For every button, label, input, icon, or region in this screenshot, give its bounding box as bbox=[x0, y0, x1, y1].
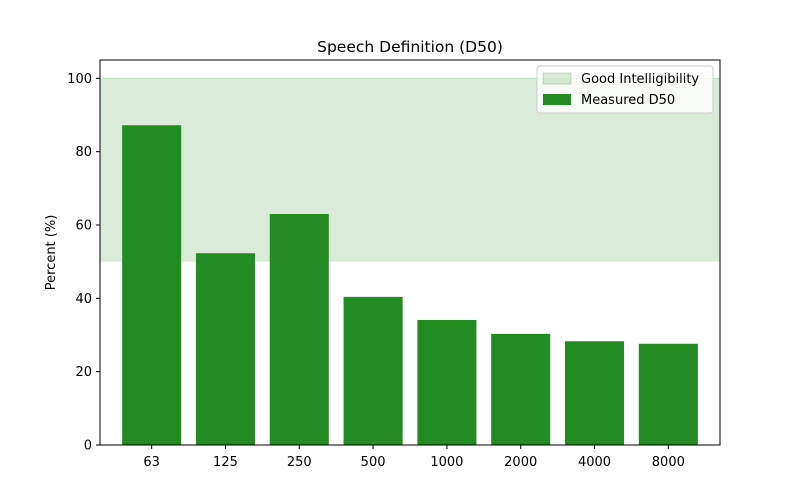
y-tick-label-100: 100 bbox=[67, 72, 92, 87]
x-tick-label-4000: 4000 bbox=[578, 455, 611, 470]
y-tick-label-40: 40 bbox=[75, 292, 92, 307]
y-tick-label-60: 60 bbox=[75, 219, 92, 234]
x-tick-label-2000: 2000 bbox=[504, 455, 537, 470]
x-tick-label-250: 250 bbox=[287, 455, 312, 470]
y-tick-label-0: 0 bbox=[84, 439, 92, 454]
x-tick-label-63: 63 bbox=[143, 455, 160, 470]
x-tick-label-1000: 1000 bbox=[430, 455, 463, 470]
legend-swatch-measured-d50 bbox=[543, 94, 571, 105]
y-tick-label-80: 80 bbox=[75, 145, 92, 160]
legend-label-good-intelligibility: Good Intelligibility bbox=[581, 72, 699, 87]
plot-frame bbox=[99, 59, 721, 446]
bar-2000 bbox=[491, 333, 551, 445]
bar-250 bbox=[269, 214, 329, 445]
bar-500 bbox=[343, 296, 403, 445]
bar-125 bbox=[195, 253, 255, 445]
x-tick-label-8000: 8000 bbox=[652, 455, 685, 470]
y-tick-label-20: 20 bbox=[75, 365, 92, 380]
bar-1000 bbox=[417, 319, 477, 445]
bar-8000 bbox=[638, 343, 698, 445]
chart-title: Speech Definition (D50) bbox=[317, 38, 503, 56]
legend-swatch-good-intelligibility bbox=[542, 72, 572, 85]
legend-label-measured-d50: Measured D50 bbox=[581, 93, 675, 108]
legend-frame bbox=[536, 65, 714, 114]
y-axis-label: Percent (%) bbox=[44, 215, 59, 291]
bar-4000 bbox=[565, 341, 625, 445]
x-tick-label-125: 125 bbox=[213, 455, 238, 470]
bar-63 bbox=[122, 125, 182, 446]
x-tick-label-500: 500 bbox=[361, 455, 386, 470]
legend: Good Intelligibility Measured D50 bbox=[536, 65, 714, 114]
